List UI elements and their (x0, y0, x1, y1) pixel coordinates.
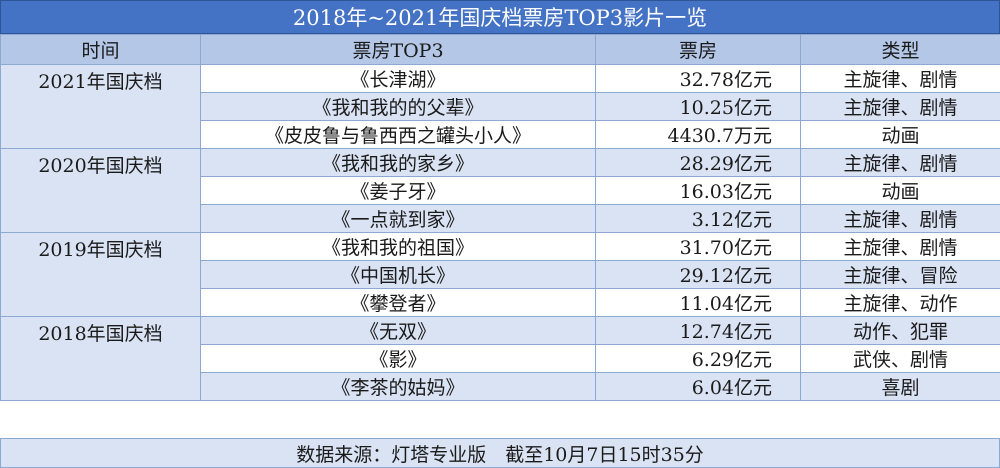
box-office-cell: 6.29亿元 (595, 344, 801, 373)
box-office-cell: 28.29亿元 (595, 148, 801, 177)
film-cell: 《姜子牙》 (200, 176, 596, 205)
genre-cell: 主旋律、冒险 (800, 260, 1000, 289)
box-office-cell: 12.74亿元 (595, 316, 801, 345)
genre-cell: 主旋律、剧情 (800, 64, 1000, 93)
box-office-cell: 6.04亿元 (595, 372, 801, 401)
header-period: 时间 (0, 34, 201, 65)
table-row: 2021年国庆档 《长津湖》 32.78亿元 主旋律、剧情 (0, 64, 1000, 149)
genre-cell: 主旋律、剧情 (800, 232, 1000, 261)
table-row: 《影》 6.29亿元 武侠、剧情 (1, 344, 1000, 373)
genre-cell: 喜剧 (800, 372, 1000, 401)
film-cell: 《我和我的的父辈》 (200, 92, 596, 121)
header-box-office: 票房 (595, 34, 801, 65)
header-film: 票房TOP3 (200, 34, 596, 65)
film-cell: 《皮皮鲁与鲁西西之罐头小人》 (200, 120, 596, 149)
film-cell: 《影》 (200, 344, 596, 373)
genre-cell: 动画 (800, 120, 1000, 149)
table-row: 《李茶的姑妈》 6.04亿元 喜剧 (1, 372, 1000, 401)
film-cell: 《我和我的祖国》 (200, 232, 596, 261)
box-office-cell: 16.03亿元 (595, 176, 801, 205)
table-row: 2020年国庆档 《我和我的家乡》 28.29亿元 主旋律、剧情 (0, 148, 1000, 233)
genre-cell: 主旋律、剧情 (800, 204, 1000, 233)
box-office-cell: 4430.7万元 (595, 120, 801, 149)
film-cell: 《我和我的家乡》 (200, 148, 596, 177)
group-2018: 2018年国庆档 《无双》 12.74亿元 动作、犯罪 《影》 6.29亿元 武… (0, 316, 1000, 401)
period-cell: 2021年国庆档 (0, 64, 201, 149)
box-office-cell: 10.25亿元 (595, 92, 801, 121)
genre-cell: 武侠、剧情 (800, 344, 1000, 373)
table-row: 《中国机长》 29.12亿元 主旋律、冒险 (1, 260, 1000, 289)
table-row: 《姜子牙》 16.03亿元 动画 (1, 176, 1000, 205)
table-row: 《皮皮鲁与鲁西西之罐头小人》 4430.7万元 动画 (1, 120, 1000, 149)
box-office-cell: 3.12亿元 (595, 204, 801, 233)
film-cell: 《长津湖》 (200, 64, 596, 93)
source-footer: 数据来源：灯塔专业版 截至10月7日15时35分 (0, 438, 1000, 468)
period-cell: 2018年国庆档 (0, 316, 201, 401)
film-cell: 《攀登者》 (200, 288, 596, 317)
header-row: 时间 票房TOP3 票房 类型 (0, 34, 1000, 65)
box-office-cell: 11.04亿元 (595, 288, 801, 317)
table-row: 2019年国庆档 《我和我的祖国》 31.70亿元 主旋律、剧情 (0, 232, 1000, 317)
header-genre: 类型 (800, 34, 1000, 65)
genre-cell: 主旋律、动作 (800, 288, 1000, 317)
period-cell: 2020年国庆档 (0, 148, 201, 233)
genre-cell: 主旋律、剧情 (800, 92, 1000, 121)
film-cell: 《无双》 (200, 316, 596, 345)
film-cell: 《中国机长》 (200, 260, 596, 289)
genre-cell: 动作、犯罪 (800, 316, 1000, 345)
film-cell: 《李茶的姑妈》 (200, 372, 596, 401)
box-office-table: 时间 票房TOP3 票房 类型 2021年国庆档 《长津湖》 32.78亿元 主… (0, 34, 1000, 401)
group-2019: 2019年国庆档 《我和我的祖国》 31.70亿元 主旋律、剧情 《中国机长》 … (0, 232, 1000, 317)
box-office-cell: 32.78亿元 (595, 64, 801, 93)
table-title: 2018年~2021年国庆档票房TOP3影片一览 (0, 0, 1000, 34)
table-row: 《我和我的的父辈》 10.25亿元 主旋律、剧情 (1, 92, 1000, 121)
genre-cell: 主旋律、剧情 (800, 148, 1000, 177)
film-cell: 《一点就到家》 (200, 204, 596, 233)
table-row: 2018年国庆档 《无双》 12.74亿元 动作、犯罪 (0, 316, 1000, 401)
table-row: 《一点就到家》 3.12亿元 主旋律、剧情 (1, 204, 1000, 233)
group-2021: 2021年国庆档 《长津湖》 32.78亿元 主旋律、剧情 《我和我的的父辈》 … (0, 64, 1000, 149)
genre-cell: 动画 (800, 176, 1000, 205)
group-2020: 2020年国庆档 《我和我的家乡》 28.29亿元 主旋律、剧情 《姜子牙》 1… (0, 148, 1000, 233)
period-cell: 2019年国庆档 (0, 232, 201, 317)
box-office-cell: 31.70亿元 (595, 232, 801, 261)
box-office-cell: 29.12亿元 (595, 260, 801, 289)
